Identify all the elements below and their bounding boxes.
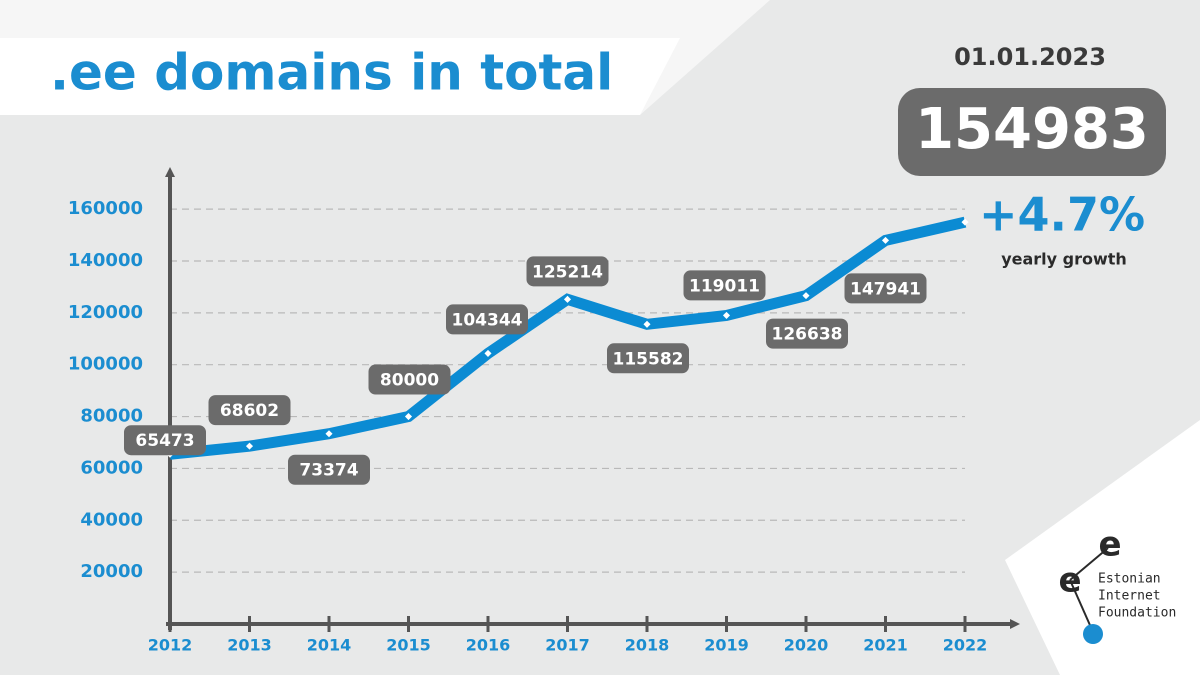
logo-dot (1083, 624, 1103, 644)
value-label-box (446, 304, 528, 335)
value-label: 80000 (380, 371, 439, 391)
x-tick-label: 2015 (386, 636, 431, 655)
logo-mark: e (1098, 525, 1121, 565)
logo-text: Estonian (1098, 572, 1161, 587)
growth-value: +4.7% (979, 188, 1145, 242)
x-tick-label: 2021 (863, 636, 908, 655)
x-tick-label: 2020 (784, 636, 829, 655)
value-label: 115582 (613, 349, 684, 369)
value-label: 104344 (452, 310, 523, 330)
point-marker (802, 292, 810, 300)
y-tick-label: 120000 (68, 302, 143, 323)
y-tick-label: 160000 (68, 198, 143, 219)
value-label: 119011 (689, 276, 760, 296)
value-label-box (607, 343, 689, 374)
growth-label: yearly growth (1001, 250, 1127, 269)
total-value: 154983 (915, 97, 1149, 162)
y-tick-label: 100000 (68, 354, 143, 375)
value-label-box (526, 256, 609, 287)
x-tick-label: 2012 (148, 636, 193, 655)
point-marker (961, 218, 969, 226)
y-tick-label: 80000 (80, 406, 143, 427)
logo-link (1069, 547, 1109, 581)
point-marker (643, 320, 651, 328)
logo-panel (1005, 420, 1200, 675)
value-label: 147941 (850, 279, 921, 299)
value-label-box (844, 273, 927, 304)
x-tick-label: 2019 (704, 636, 749, 655)
point-marker (563, 295, 572, 303)
y-tick-label: 20000 (80, 561, 143, 582)
total-box (898, 88, 1166, 176)
value-label: 68602 (220, 401, 279, 421)
x-tick-label: 2022 (943, 636, 988, 655)
point-marker (325, 430, 333, 438)
x-tick-label: 2014 (307, 636, 352, 655)
y-tick-label: 40000 (80, 509, 143, 530)
point-marker (484, 349, 492, 357)
value-label: 65473 (135, 431, 194, 451)
value-label-box (368, 364, 451, 395)
title-banner (0, 38, 680, 115)
value-label: 126638 (772, 325, 843, 345)
point-marker (404, 413, 413, 421)
x-tick-label: 2018 (625, 636, 670, 655)
value-label-box (683, 270, 766, 301)
date-label: 01.01.2023 (954, 43, 1106, 71)
value-label-box (766, 318, 848, 349)
x-tick-label: 2013 (227, 636, 272, 655)
x-tick-label: 2017 (545, 636, 590, 655)
value-label-box (288, 454, 370, 485)
y-tick-label: 140000 (68, 250, 143, 271)
y-tick-label: 60000 (80, 457, 143, 478)
logo-text: Internet (1098, 589, 1161, 604)
point-marker (722, 311, 731, 319)
point-marker (881, 236, 890, 244)
value-label-box (208, 395, 291, 426)
logo-mark: e (1058, 561, 1081, 601)
value-label: 125214 (532, 262, 603, 282)
chart-title: .ee domains in total (50, 44, 613, 102)
logo-text: Foundation (1098, 606, 1176, 621)
value-label: 73374 (299, 461, 358, 481)
value-label-box (124, 425, 206, 456)
logo-link (1069, 579, 1094, 633)
point-marker (245, 442, 254, 450)
x-tick-label: 2016 (466, 636, 511, 655)
